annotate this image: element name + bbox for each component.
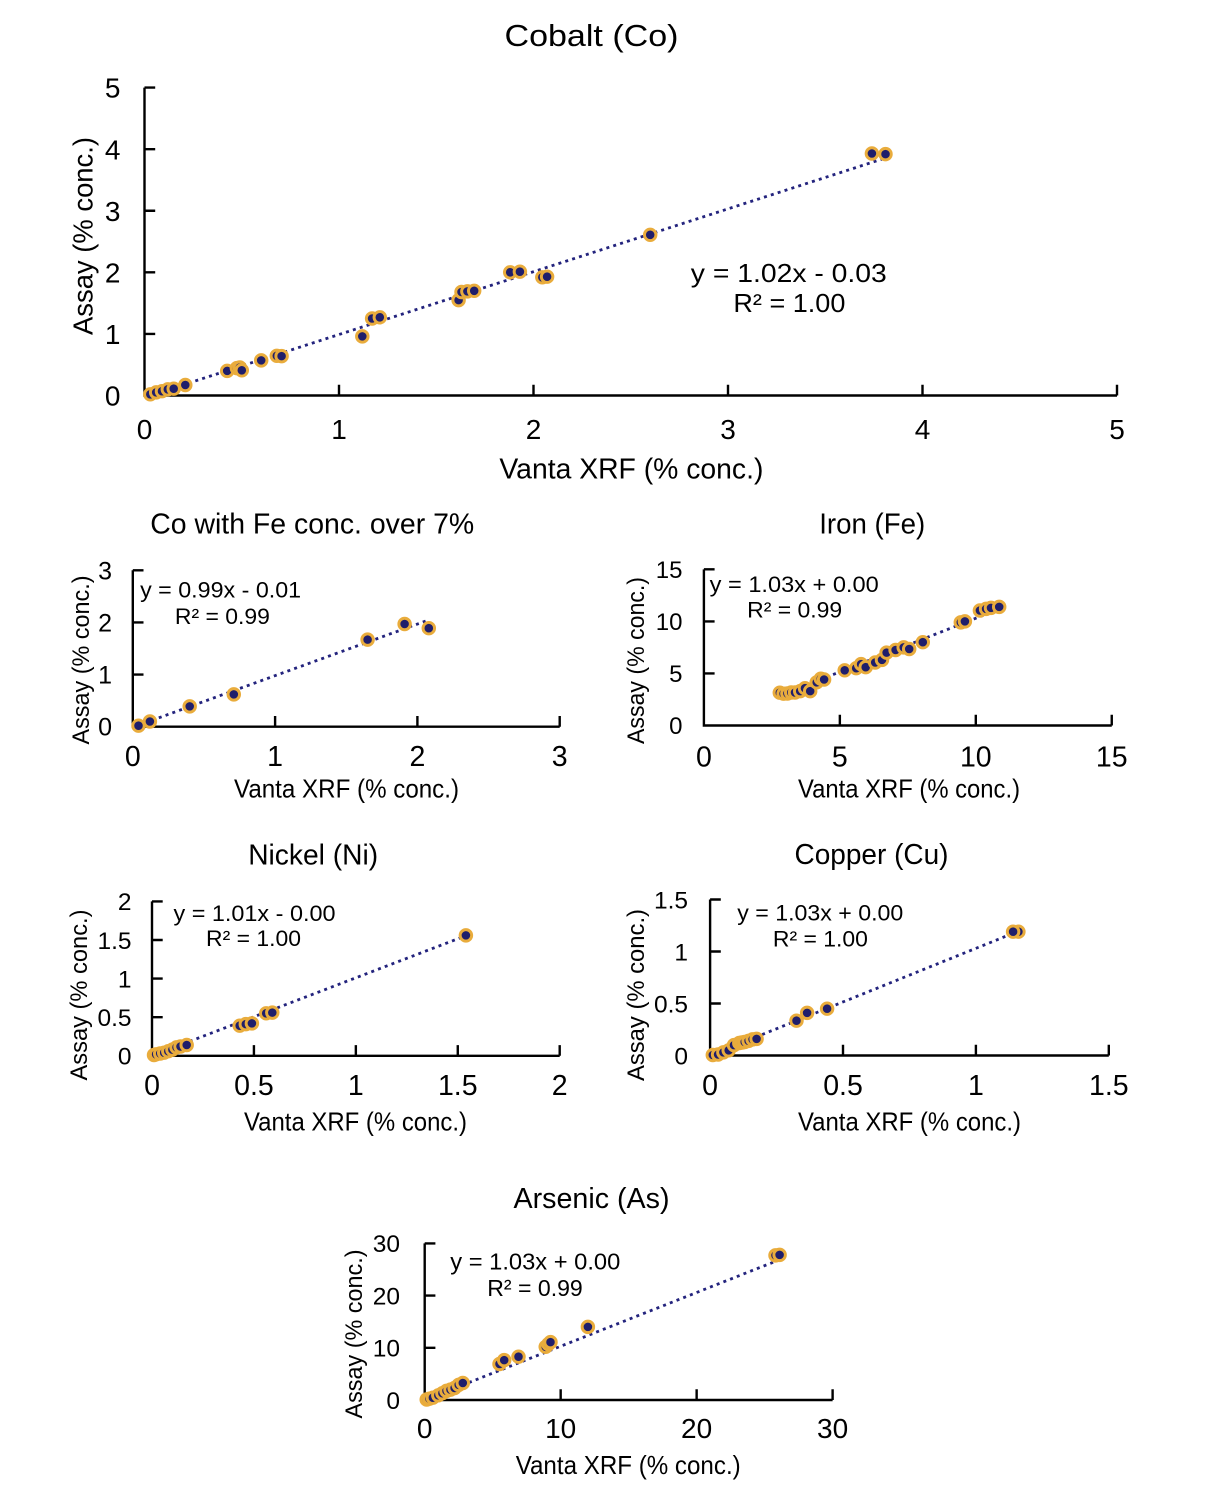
svg-text:Assay (% conc.): Assay (% conc.)	[623, 577, 650, 744]
svg-text:0: 0	[674, 1043, 688, 1070]
svg-text:20: 20	[681, 1413, 712, 1444]
svg-text:Cobalt (Co): Cobalt (Co)	[505, 18, 679, 53]
svg-text:R² = 1.00: R² = 1.00	[733, 288, 845, 318]
svg-text:0.5: 0.5	[234, 1070, 274, 1102]
svg-text:Vanta XRF (% conc.): Vanta XRF (% conc.)	[499, 454, 763, 486]
svg-text:1: 1	[348, 1070, 364, 1102]
svg-text:2: 2	[98, 609, 112, 637]
svg-text:1: 1	[105, 319, 121, 350]
svg-text:2: 2	[526, 414, 542, 445]
svg-text:3: 3	[105, 196, 121, 227]
svg-text:0: 0	[137, 414, 153, 445]
svg-text:1.5: 1.5	[97, 928, 131, 955]
svg-text:Assay (% conc.): Assay (% conc.)	[623, 909, 650, 1081]
svg-text:1.5: 1.5	[1089, 1070, 1129, 1102]
svg-text:15: 15	[1096, 742, 1128, 774]
svg-text:10: 10	[960, 742, 992, 774]
svg-text:R² = 0.99: R² = 0.99	[175, 604, 270, 629]
svg-text:1: 1	[98, 662, 112, 690]
svg-text:1: 1	[267, 741, 283, 773]
svg-text:Vanta XRF (% conc.): Vanta XRF (% conc.)	[798, 1107, 1021, 1137]
svg-text:0: 0	[417, 1413, 433, 1444]
svg-text:y = 1.02x - 0.03: y = 1.02x - 0.03	[691, 258, 887, 288]
svg-text:Vanta XRF (% conc.): Vanta XRF (% conc.)	[244, 1107, 467, 1137]
svg-text:30: 30	[817, 1413, 848, 1444]
svg-text:10: 10	[373, 1336, 400, 1363]
svg-text:Assay (% conc.): Assay (% conc.)	[68, 576, 95, 745]
svg-text:0.5: 0.5	[654, 991, 688, 1018]
svg-text:4: 4	[915, 414, 931, 445]
svg-text:Copper (Cu): Copper (Cu)	[795, 839, 949, 871]
svg-text:20: 20	[373, 1283, 400, 1310]
svg-text:1: 1	[674, 939, 688, 966]
svg-text:10: 10	[656, 609, 683, 636]
svg-text:0: 0	[696, 742, 712, 774]
svg-text:0: 0	[669, 713, 682, 740]
svg-text:y = 1.03x + 0.00: y = 1.03x + 0.00	[450, 1249, 620, 1275]
svg-text:3: 3	[720, 414, 736, 445]
svg-text:3: 3	[552, 741, 568, 773]
svg-text:5: 5	[832, 742, 848, 774]
svg-text:Co with Fe conc. over 7%: Co with Fe conc. over 7%	[150, 509, 474, 541]
svg-text:2: 2	[552, 1070, 568, 1102]
svg-text:Arsenic (As): Arsenic (As)	[514, 1183, 670, 1215]
svg-text:2: 2	[409, 741, 425, 773]
svg-text:Iron (Fe): Iron (Fe)	[819, 508, 925, 540]
svg-text:y = 1.01x - 0.00: y = 1.01x - 0.00	[174, 901, 336, 926]
svg-text:5: 5	[1109, 414, 1125, 445]
svg-text:y = 1.03x + 0.00: y = 1.03x + 0.00	[710, 572, 879, 597]
svg-text:0: 0	[702, 1070, 718, 1102]
svg-text:2: 2	[105, 257, 121, 288]
svg-text:0: 0	[98, 714, 112, 742]
svg-text:0: 0	[118, 1044, 132, 1071]
svg-text:1.5: 1.5	[438, 1070, 478, 1102]
svg-text:2: 2	[118, 889, 132, 916]
svg-text:0: 0	[105, 381, 121, 412]
svg-text:Vanta XRF (% conc.): Vanta XRF (% conc.)	[798, 774, 1020, 804]
svg-text:10: 10	[545, 1413, 576, 1444]
svg-text:1: 1	[968, 1070, 984, 1102]
svg-text:0: 0	[386, 1388, 400, 1415]
svg-text:30: 30	[373, 1231, 400, 1258]
svg-text:y = 0.99x - 0.01: y = 0.99x - 0.01	[140, 578, 301, 603]
svg-text:Vanta XRF (% conc.): Vanta XRF (% conc.)	[516, 1450, 741, 1480]
svg-text:1: 1	[331, 414, 347, 445]
svg-text:R² = 0.99: R² = 0.99	[747, 597, 842, 622]
svg-text:Assay (% conc.): Assay (% conc.)	[68, 137, 99, 335]
svg-text:Assay (% conc.): Assay (% conc.)	[66, 910, 93, 1081]
svg-text:1: 1	[118, 966, 132, 993]
svg-text:R² = 1.00: R² = 1.00	[773, 927, 868, 952]
svg-text:0.5: 0.5	[823, 1070, 863, 1102]
svg-text:3: 3	[98, 557, 112, 585]
svg-text:4: 4	[105, 134, 121, 165]
svg-text:Nickel (Ni): Nickel (Ni)	[248, 840, 378, 872]
svg-text:Assay (% conc.): Assay (% conc.)	[341, 1250, 368, 1419]
svg-text:5: 5	[105, 73, 121, 104]
svg-text:y = 1.03x + 0.00: y = 1.03x + 0.00	[737, 901, 903, 926]
svg-text:5: 5	[669, 661, 682, 688]
svg-text:0: 0	[125, 741, 141, 773]
svg-text:0: 0	[144, 1070, 160, 1102]
svg-text:0.5: 0.5	[97, 1005, 131, 1032]
svg-text:15: 15	[656, 557, 683, 584]
svg-text:R² = 1.00: R² = 1.00	[206, 926, 301, 951]
svg-text:1.5: 1.5	[654, 887, 688, 914]
svg-text:R² = 0.99: R² = 0.99	[487, 1275, 583, 1301]
svg-text:Vanta XRF (% conc.): Vanta XRF (% conc.)	[234, 774, 459, 804]
